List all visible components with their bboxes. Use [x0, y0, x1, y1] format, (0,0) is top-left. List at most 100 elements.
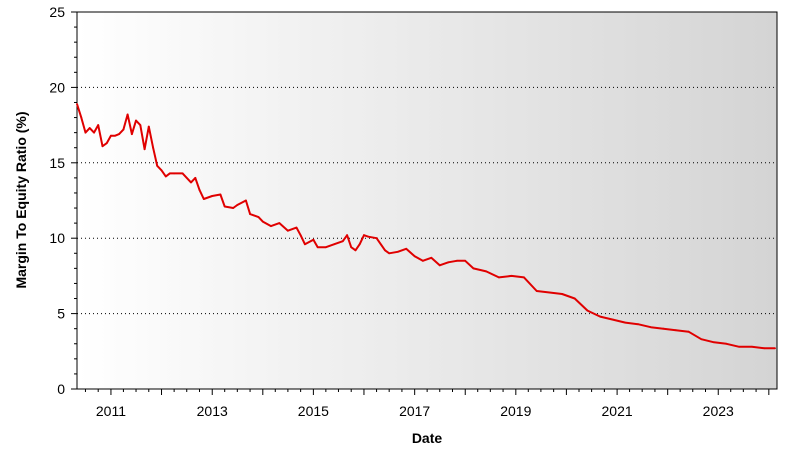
y-axis: 0 5 10 15 20 25: [49, 4, 77, 397]
data-point: [421, 259, 424, 262]
data-point: [278, 222, 281, 225]
data-point: [245, 199, 247, 202]
data-point: [105, 142, 108, 145]
data-point: [464, 259, 467, 262]
data-point: [725, 342, 728, 345]
data-point: [190, 181, 192, 184]
series-group: [76, 103, 776, 350]
data-point: [324, 246, 327, 249]
data-point: [139, 124, 142, 126]
data-point: [84, 131, 87, 134]
data-point: [270, 225, 272, 228]
data-point: [561, 293, 563, 295]
x-tick-label: 2021: [602, 403, 633, 419]
data-point: [130, 133, 133, 136]
data-point: [88, 127, 91, 130]
data-point: [430, 256, 433, 259]
data-point: [375, 237, 378, 240]
data-point: [472, 267, 475, 270]
data-point: [223, 205, 226, 208]
data-point: [662, 327, 665, 330]
data-point: [122, 128, 125, 131]
x-tick-label: 2011: [96, 403, 126, 419]
data-point: [586, 309, 589, 312]
series-line: [76, 103, 776, 350]
data-point: [198, 189, 201, 191]
data-point: [219, 193, 222, 196]
data-point: [687, 330, 690, 333]
data-point: [438, 264, 441, 267]
data-point: [80, 116, 83, 119]
data-point: [257, 216, 260, 218]
data-point: [152, 146, 154, 149]
data-point: [350, 246, 353, 249]
data-point: [637, 323, 639, 326]
data-point: [358, 243, 361, 246]
data-point: [396, 250, 399, 253]
data-point: [156, 164, 159, 167]
data-point: [110, 134, 112, 137]
data-point: [295, 226, 298, 229]
data-point: [498, 276, 500, 279]
data-point: [173, 172, 176, 175]
y-tick-label: 20: [49, 79, 65, 95]
data-point: [763, 347, 766, 350]
data-point: [93, 131, 95, 134]
data-point: [211, 195, 214, 197]
data-point: [194, 176, 197, 179]
data-point: [573, 297, 576, 300]
data-point: [143, 148, 146, 151]
data-point: [202, 198, 205, 200]
x-tick-label: 2015: [298, 403, 329, 419]
data-point: [249, 213, 251, 215]
y-axis-title: Margin To Equity Ratio (%): [13, 111, 29, 288]
data-point: [312, 238, 315, 241]
data-point: [97, 124, 100, 126]
data-point: [354, 249, 357, 252]
data-point: [126, 113, 129, 116]
y-tick-label: 0: [57, 381, 65, 397]
data-point: [624, 321, 627, 324]
data-point: [118, 133, 121, 136]
data-point: [548, 291, 551, 294]
x-tick-label: 2019: [500, 403, 531, 419]
data-point: [738, 345, 741, 348]
data-point: [135, 119, 137, 122]
data-point: [147, 125, 150, 128]
data-point: [599, 315, 602, 318]
data-point: [455, 259, 458, 262]
data-point: [333, 243, 336, 246]
y-tick-label: 5: [57, 306, 65, 322]
data-point: [523, 276, 525, 279]
data-point: [232, 207, 235, 209]
data-point: [346, 234, 348, 237]
data-point: [236, 204, 239, 206]
data-point: [388, 252, 391, 255]
data-point: [168, 172, 171, 175]
data-point: [649, 326, 652, 329]
data-point: [447, 261, 450, 264]
data-point: [535, 290, 538, 292]
data-point: [510, 275, 513, 277]
y-tick-label: 10: [49, 230, 65, 246]
plot-area: [76, 11, 778, 390]
data-point: [713, 341, 715, 344]
x-axis-title: Date: [412, 430, 443, 446]
data-point: [101, 145, 104, 148]
data-point: [485, 270, 488, 273]
data-point: [299, 234, 302, 237]
data-point: [674, 329, 677, 332]
data-point: [700, 338, 703, 341]
data-point: [363, 234, 365, 237]
data-point: [774, 347, 776, 350]
data-point: [261, 220, 264, 223]
data-point: [76, 103, 78, 105]
x-tick-label: 2023: [703, 403, 734, 419]
y-tick-label: 25: [49, 4, 65, 20]
data-point: [181, 172, 184, 175]
gridlines: [77, 86, 777, 315]
data-point: [286, 229, 289, 232]
data-point: [405, 247, 408, 250]
x-tick-label: 2017: [399, 403, 430, 419]
data-point: [164, 175, 167, 178]
